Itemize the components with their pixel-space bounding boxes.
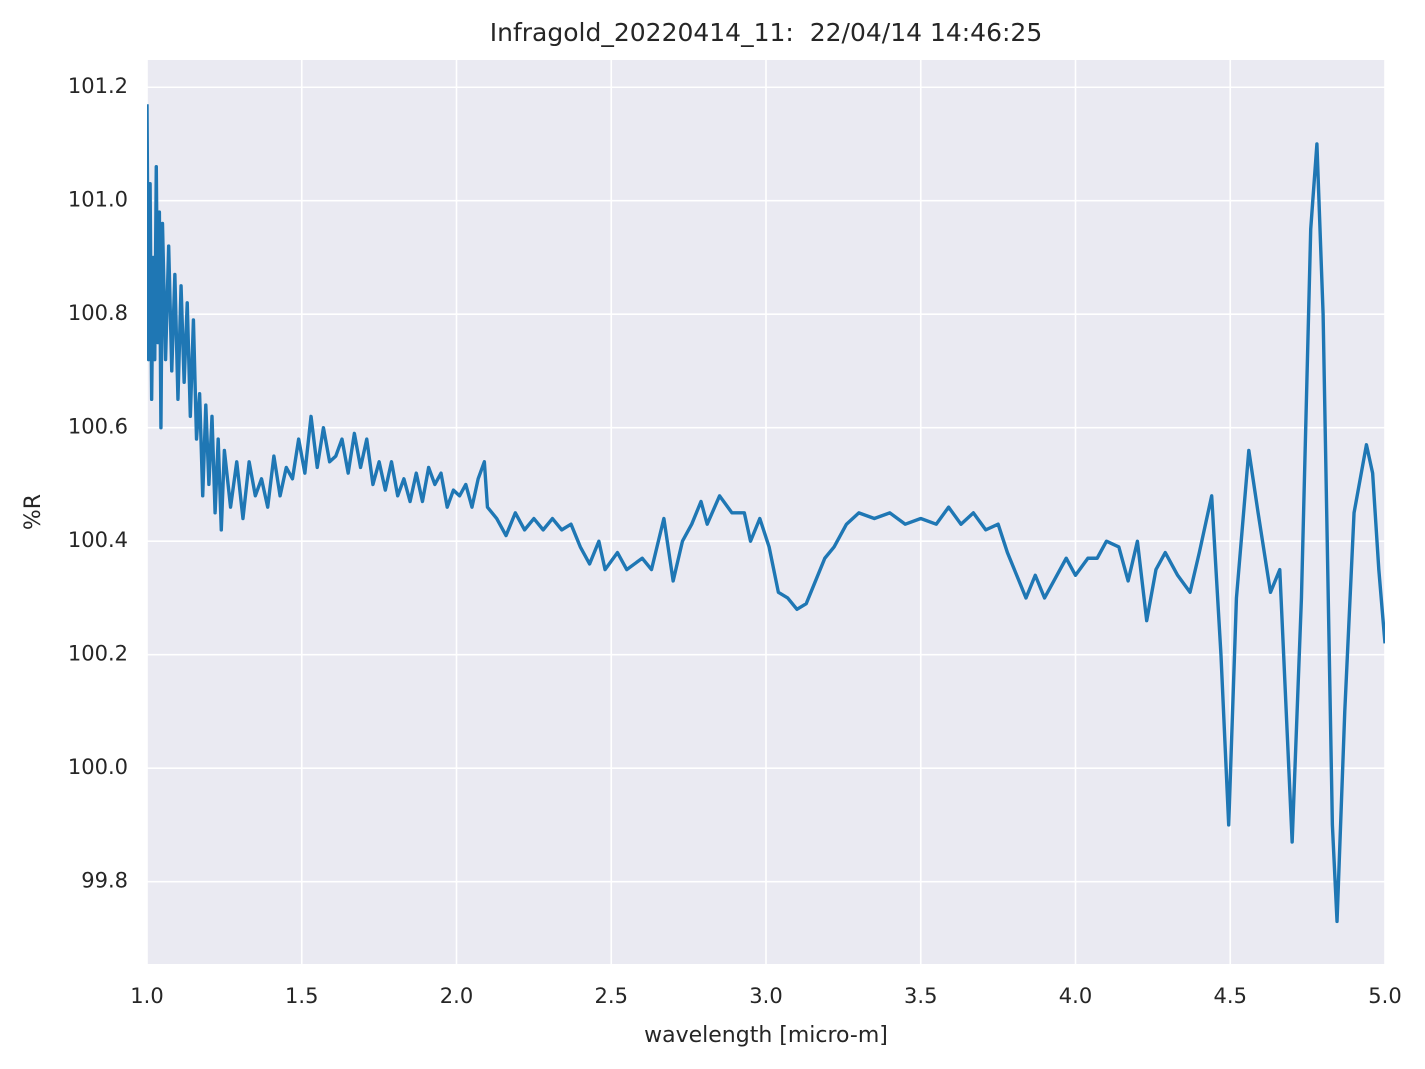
data-line xyxy=(147,104,1385,924)
y-tick-label: 99.8 xyxy=(81,869,128,893)
y-tick-label: 100.4 xyxy=(68,528,128,552)
x-tick-label: 2.0 xyxy=(440,984,473,1008)
x-tick-label: 1.0 xyxy=(130,984,163,1008)
x-tick-label: 3.0 xyxy=(749,984,782,1008)
chart-title: Infragold_20220414_11: 22/04/14 14:46:25 xyxy=(490,18,1042,47)
x-tick-label: 3.5 xyxy=(904,984,937,1008)
x-tick-label: 2.5 xyxy=(595,984,628,1008)
x-axis-label: wavelength [micro-m] xyxy=(644,1023,888,1048)
y-tick-label: 100.6 xyxy=(68,415,128,439)
x-tick-label: 4.5 xyxy=(1214,984,1247,1008)
y-tick-label: 100.0 xyxy=(68,755,128,779)
y-axis-label: %R xyxy=(21,494,46,530)
x-tick-label: 4.0 xyxy=(1059,984,1092,1008)
y-tick-label: 101.0 xyxy=(68,188,128,212)
y-tick-label: 101.2 xyxy=(68,74,128,98)
y-tick-label: 100.2 xyxy=(68,642,128,666)
x-tick-label: 5.0 xyxy=(1368,984,1401,1008)
y-tick-label: 100.8 xyxy=(68,301,128,325)
x-tick-label: 1.5 xyxy=(285,984,318,1008)
